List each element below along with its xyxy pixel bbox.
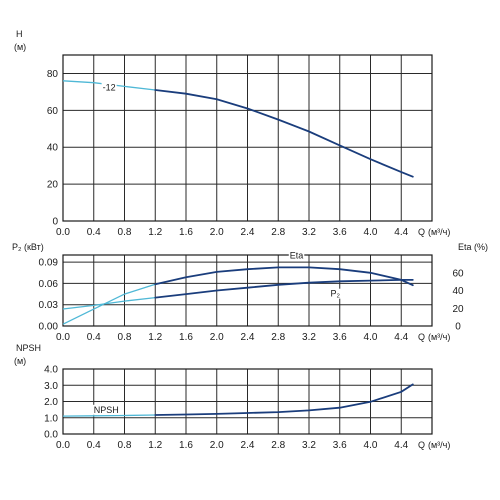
series-label: NPSH xyxy=(94,405,119,415)
y-tick-label: 40 xyxy=(47,143,59,154)
y-axis-unit: (м) xyxy=(14,356,26,366)
y-tick-label: 0.03 xyxy=(39,300,59,311)
x-axis-label: Q xyxy=(418,227,425,237)
x-tick-label: 1.2 xyxy=(148,332,162,343)
y-tick-label: 4.0 xyxy=(44,365,58,376)
x-tick-label: 2.0 xyxy=(210,332,224,343)
series-line xyxy=(154,266,414,287)
x-axis-label: Q xyxy=(418,332,425,342)
y-axis-label: H xyxy=(16,29,23,39)
x-tick-label: 0.4 xyxy=(87,440,101,451)
x-tick-label: 0.0 xyxy=(56,227,70,238)
x-axis-unit: (м³/ч) xyxy=(428,227,450,237)
y-tick-label: 20 xyxy=(47,180,59,191)
x-tick-label: 0.4 xyxy=(87,227,101,238)
y-tick-label: 0.00 xyxy=(39,322,59,333)
x-tick-label: 2.4 xyxy=(241,227,255,238)
y-right-tick-label: 0 xyxy=(455,322,461,333)
x-tick-label: 1.6 xyxy=(179,332,193,343)
series-label: P₂ xyxy=(331,289,341,299)
x-tick-label: 0.8 xyxy=(118,332,132,343)
plot-frame xyxy=(62,254,433,327)
y-axis-label: NPSH xyxy=(16,343,41,353)
x-tick-label: 2.0 xyxy=(210,440,224,451)
x-tick-label: 3.2 xyxy=(302,440,316,451)
y-tick-label: 0.06 xyxy=(39,279,59,290)
x-axis-unit: (м³/ч) xyxy=(428,332,450,342)
series-label: Eta xyxy=(290,250,304,260)
plot-frame xyxy=(62,368,433,435)
x-tick-label: 3.2 xyxy=(302,332,316,343)
x-tick-label: 0.8 xyxy=(118,440,132,451)
x-tick-label: 2.8 xyxy=(271,440,285,451)
x-axis-unit: (м³/ч) xyxy=(428,440,450,450)
npsh-chart: 0.0 0.4 0.8 1.2 1.6 2.0 2.4 2.8 3.2 3.6 4.0 4.4 0.0 1… xyxy=(14,343,450,451)
x-tick-label: 2.4 xyxy=(241,332,255,343)
y-right-tick-label: 40 xyxy=(452,286,464,297)
y-tick-label: 0.09 xyxy=(39,258,59,269)
x-axis-label: Q xyxy=(418,440,425,450)
series-label-bg xyxy=(101,82,117,93)
y-tick-label: 1.0 xyxy=(44,413,58,424)
x-tick-label: 4.4 xyxy=(394,440,408,451)
head-chart: 0.0 0.4 0.8 1.2 1.6 2.0 2.4 2.8 3.2 3.6 4.0 4.4 0 20 4… xyxy=(14,29,450,238)
y-right-tick-label: 20 xyxy=(452,304,464,315)
x-tick-label: 3.6 xyxy=(333,332,347,343)
y-right-axis-label: Eta (%) xyxy=(458,242,488,252)
y-tick-label: 60 xyxy=(47,106,59,117)
x-tick-label: 2.4 xyxy=(241,440,255,451)
y-tick-label: 3.0 xyxy=(44,381,58,392)
y-tick-label: 80 xyxy=(47,69,59,80)
series-line xyxy=(154,279,414,299)
x-tick-label: 2.8 xyxy=(271,227,285,238)
x-tick-label: 2.0 xyxy=(210,227,224,238)
series-label: -12 xyxy=(103,82,116,92)
x-tick-label: 4.0 xyxy=(364,332,378,343)
series-label-bg xyxy=(329,288,342,299)
x-tick-label: 1.6 xyxy=(179,440,193,451)
series-line xyxy=(154,89,414,178)
x-tick-label: 1.2 xyxy=(148,440,162,451)
series-label-bg xyxy=(288,250,305,261)
plot-frame xyxy=(62,54,433,222)
series-label-bg xyxy=(92,404,120,415)
x-tick-label: 3.6 xyxy=(333,227,347,238)
series-extrapolated-line xyxy=(62,283,156,325)
x-tick-label: 3.2 xyxy=(302,227,316,238)
x-tick-label: 0.8 xyxy=(118,227,132,238)
y-right-tick-label: 60 xyxy=(452,268,464,279)
x-tick-label: 1.6 xyxy=(179,227,193,238)
x-tick-label: 2.8 xyxy=(271,332,285,343)
y-tick-label: 0 xyxy=(52,217,58,228)
x-tick-label: 0.4 xyxy=(87,332,101,343)
x-tick-label: 0.0 xyxy=(56,440,70,451)
y-tick-label: 0.0 xyxy=(44,430,58,441)
x-tick-label: 3.6 xyxy=(333,440,347,451)
x-tick-label: 4.0 xyxy=(364,440,378,451)
y-axis-unit: (м) xyxy=(14,42,26,52)
series-extrapolated-line xyxy=(62,296,156,310)
x-tick-label: 0.0 xyxy=(56,332,70,343)
series-extrapolated-line xyxy=(62,414,156,417)
x-tick-label: 4.0 xyxy=(364,227,378,238)
x-tick-label: 4.4 xyxy=(394,332,408,343)
series-line xyxy=(154,383,414,416)
y-tick-label: 2.0 xyxy=(44,397,58,408)
power-eta-chart: 0.0 0.4 0.8 1.2 1.6 2.0 2.4 2.8 3.2 3.6 4.0 4.4 0.00… xyxy=(12,242,488,343)
x-tick-label: 1.2 xyxy=(148,227,162,238)
x-tick-label: 4.4 xyxy=(394,227,408,238)
y-axis-label: P₂ (кВт) xyxy=(12,242,44,252)
